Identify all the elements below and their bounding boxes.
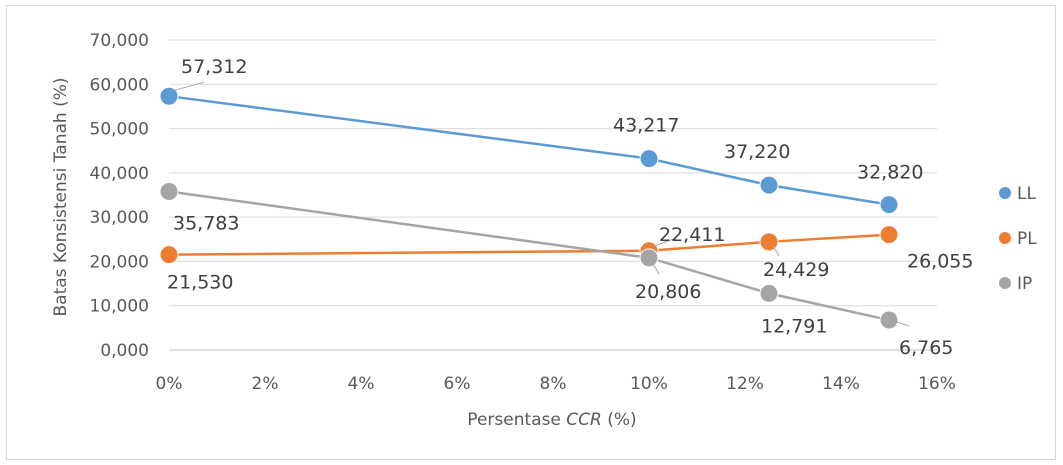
y-tick-label: 20,000 xyxy=(90,252,149,272)
data-point-ll xyxy=(759,175,779,195)
y-tick-label: 0,000 xyxy=(100,341,149,361)
y-tick-label: 30,000 xyxy=(90,208,149,228)
x-tick-label: 14% xyxy=(822,374,860,394)
y-tick-label: 70,000 xyxy=(90,31,149,51)
data-point-ll xyxy=(639,149,659,169)
x-axis-title-part: Persentase xyxy=(467,410,566,430)
x-axis-title-part: CCR xyxy=(566,410,602,430)
legend-label-pl: PL xyxy=(1017,229,1037,249)
legend: LL PL IP xyxy=(999,184,1037,294)
data-label-ip: 12,791 xyxy=(761,315,827,337)
series-line-pl xyxy=(168,233,890,256)
y-axis-title: Batas Konsistensi Tanah (%) xyxy=(51,78,71,317)
x-tick-label: 10% xyxy=(630,374,668,394)
y-tick-label: 60,000 xyxy=(90,75,149,95)
data-point-ip xyxy=(639,248,659,268)
data-label-ll: 43,217 xyxy=(613,115,679,137)
x-axis-title: Persentase CCR (%) xyxy=(467,410,636,430)
legend-marker-ll xyxy=(999,187,1011,199)
x-tick-label: 8% xyxy=(540,374,567,394)
label-leader-line xyxy=(652,238,675,248)
data-label-pl: 22,411 xyxy=(659,224,725,246)
data-labels-group: 57,312 43,217 37,220 32,820 21,530 22,411 24,4… xyxy=(167,56,973,359)
label-leader-line xyxy=(896,321,910,327)
legend-marker-ip xyxy=(999,277,1011,289)
data-label-ll: 32,820 xyxy=(857,162,923,184)
data-point-ll xyxy=(159,86,179,106)
data-point-ip xyxy=(879,310,899,330)
label-leader-line xyxy=(772,245,780,257)
y-tick-label: 50,000 xyxy=(90,120,149,140)
series-line-ip xyxy=(168,190,890,322)
legend-marker-pl xyxy=(999,232,1011,244)
data-label-ll: 57,312 xyxy=(181,56,247,78)
label-leader-line xyxy=(652,263,660,275)
legend-label-ip: IP xyxy=(1017,274,1032,294)
data-label-ll: 37,220 xyxy=(724,141,790,163)
data-label-pl: 26,055 xyxy=(907,251,973,273)
gridlines xyxy=(169,39,937,351)
series-line-ll xyxy=(168,94,890,206)
data-label-pl: 21,530 xyxy=(167,272,233,294)
data-point-pl xyxy=(879,225,899,245)
data-point-ip xyxy=(759,283,779,303)
data-point-pl xyxy=(159,245,179,265)
x-tick-label: 12% xyxy=(726,374,764,394)
x-tick-label: 4% xyxy=(348,374,375,394)
legend-label-ll: LL xyxy=(1017,184,1036,204)
data-point-ip xyxy=(159,182,179,202)
data-label-ip: 35,783 xyxy=(173,213,239,235)
label-leader-line xyxy=(174,81,205,91)
series-group xyxy=(159,86,899,330)
y-tick-label: 40,000 xyxy=(90,164,149,184)
data-label-pl: 24,429 xyxy=(763,259,829,281)
y-tick-label: 10,000 xyxy=(90,297,149,317)
data-point-ll xyxy=(879,195,899,215)
x-tick-label: 0% xyxy=(156,374,183,394)
data-label-ip: 20,806 xyxy=(635,281,701,303)
x-tick-label: 16% xyxy=(918,374,956,394)
x-tick-label: 2% xyxy=(252,374,279,394)
data-point-pl xyxy=(759,232,779,252)
x-axis-title-part: (%) xyxy=(602,410,637,430)
x-axis-ticks: 0% 2% 4% 6% 8% 10% 12% 14% 16% xyxy=(156,374,956,394)
x-tick-label: 6% xyxy=(444,374,471,394)
y-axis-ticks: 0,000 10,000 20,000 30,000 40,000 50,000 60,00… xyxy=(90,31,149,361)
data-label-ip: 6,765 xyxy=(899,337,953,359)
